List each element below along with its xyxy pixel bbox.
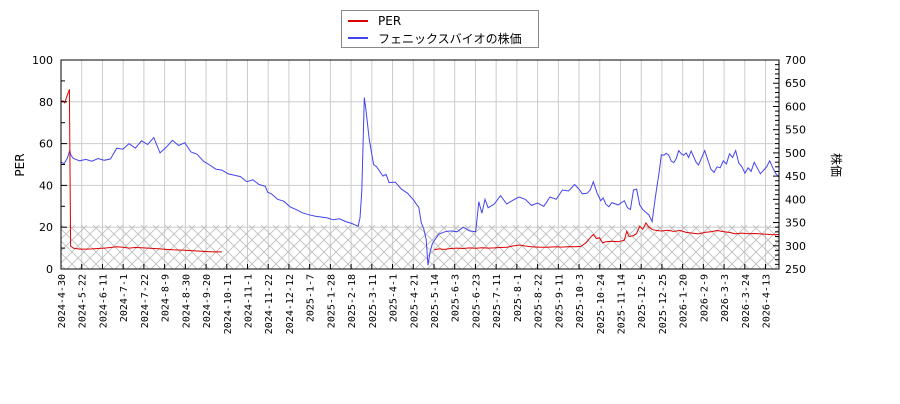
y2-tick-label: 350 <box>785 217 806 230</box>
y2-tick-label: 600 <box>785 100 806 113</box>
x-tick-label: 2025-8-22 <box>534 274 545 328</box>
x-tick-label: 2025-4-1 <box>389 274 400 322</box>
y2-tick-label: 400 <box>785 193 806 206</box>
x-tick-label: 2024-7-22 <box>140 274 151 328</box>
y2-tick-label: 700 <box>785 54 806 67</box>
y2-axis-title: 株価 <box>829 153 844 177</box>
y2-tick-label: 500 <box>785 147 806 160</box>
stock-price-line <box>60 97 780 266</box>
x-tick-label: 2026-4-13 <box>762 274 773 328</box>
x-tick-label: 2025-5-14 <box>430 274 441 328</box>
series-layer <box>60 89 780 266</box>
x-tick-label: 2025-10-3 <box>575 274 586 328</box>
x-tick-label: 2025-3-11 <box>368 274 379 328</box>
x-tick-label: 2024-11-22 <box>264 274 275 334</box>
y-tick-label: 20 <box>39 221 53 234</box>
x-tick-label: 2024-9-20 <box>202 274 213 328</box>
legend-label-stock-price: フェニックスバイオの株価 <box>378 31 522 46</box>
legend-item-per: PER <box>348 13 401 29</box>
x-tick-label: 2025-6-23 <box>471 274 482 328</box>
x-tick-label: 2024-4-30 <box>57 274 68 328</box>
y-tick-label: 40 <box>39 179 53 192</box>
y2-tick-label: 650 <box>785 77 806 90</box>
x-tick-label: 2026-1-20 <box>679 274 690 328</box>
x-tick-label: 2026-2-9 <box>699 274 710 322</box>
y-axis-title: PER <box>13 153 27 176</box>
x-tick-label: 2025-11-14 <box>616 274 627 334</box>
x-tick-label: 2024-10-11 <box>223 274 234 334</box>
y-tick-label: 80 <box>39 96 53 109</box>
left-y-axis: 0 20 40 60 80 100 <box>32 54 67 276</box>
x-tick-label: 2025-9-11 <box>554 274 565 328</box>
right-y-axis: 250 300 350 400 450 500 550 600 650 700 <box>773 54 806 276</box>
x-tick-label: 2025-10-24 <box>596 274 607 334</box>
x-tick-label: 2024-12-12 <box>285 274 296 334</box>
y-tick-label: 0 <box>46 263 53 276</box>
legend-swatch-per <box>348 20 368 22</box>
legend-swatch-stock-price <box>348 37 368 39</box>
x-tick-label: 2025-6-3 <box>451 274 462 322</box>
per-line <box>60 89 222 253</box>
x-tick-label: 2025-12-5 <box>637 274 648 328</box>
x-tick-label: 2024-8-9 <box>161 274 172 322</box>
y2-tick-label: 450 <box>785 170 806 183</box>
y2-tick-label: 550 <box>785 124 806 137</box>
legend-item-stock-price: フェニックスバイオの株価 <box>348 30 522 46</box>
x-tick-label: 2025-1-28 <box>326 274 337 328</box>
x-axis: 2024-4-30 2024-5-22 2024-6-11 2024-7-1 2024-… <box>57 264 773 334</box>
x-tick-label: 2025-2-18 <box>347 274 358 328</box>
x-tick-label: 2025-12-25 <box>658 274 669 334</box>
y2-tick-label: 250 <box>785 263 806 276</box>
y-tick-label: 60 <box>39 138 53 151</box>
x-tick-label: 2024-11-1 <box>243 274 254 328</box>
x-tick-label: 2026-3-3 <box>720 274 731 322</box>
x-tick-label: 2025-8-1 <box>513 274 524 322</box>
per-line <box>434 222 780 251</box>
x-tick-label: 2026-3-24 <box>741 274 752 328</box>
legend: PER フェニックスバイオの株価 <box>341 10 539 48</box>
y-tick-label: 100 <box>32 54 53 67</box>
legend-label-per: PER <box>378 14 402 28</box>
x-tick-label: 2025-7-11 <box>492 274 503 328</box>
hatch-band <box>61 225 779 269</box>
x-tick-label: 2024-8-30 <box>181 274 192 328</box>
x-tick-label: 2025-1-7 <box>306 274 317 322</box>
x-tick-label: 2024-6-11 <box>98 274 109 328</box>
x-tick-label: 2025-4-21 <box>409 274 420 328</box>
y2-tick-label: 300 <box>785 240 806 253</box>
x-tick-label: 2024-7-1 <box>119 274 130 322</box>
x-tick-label: 2024-5-22 <box>78 274 89 328</box>
